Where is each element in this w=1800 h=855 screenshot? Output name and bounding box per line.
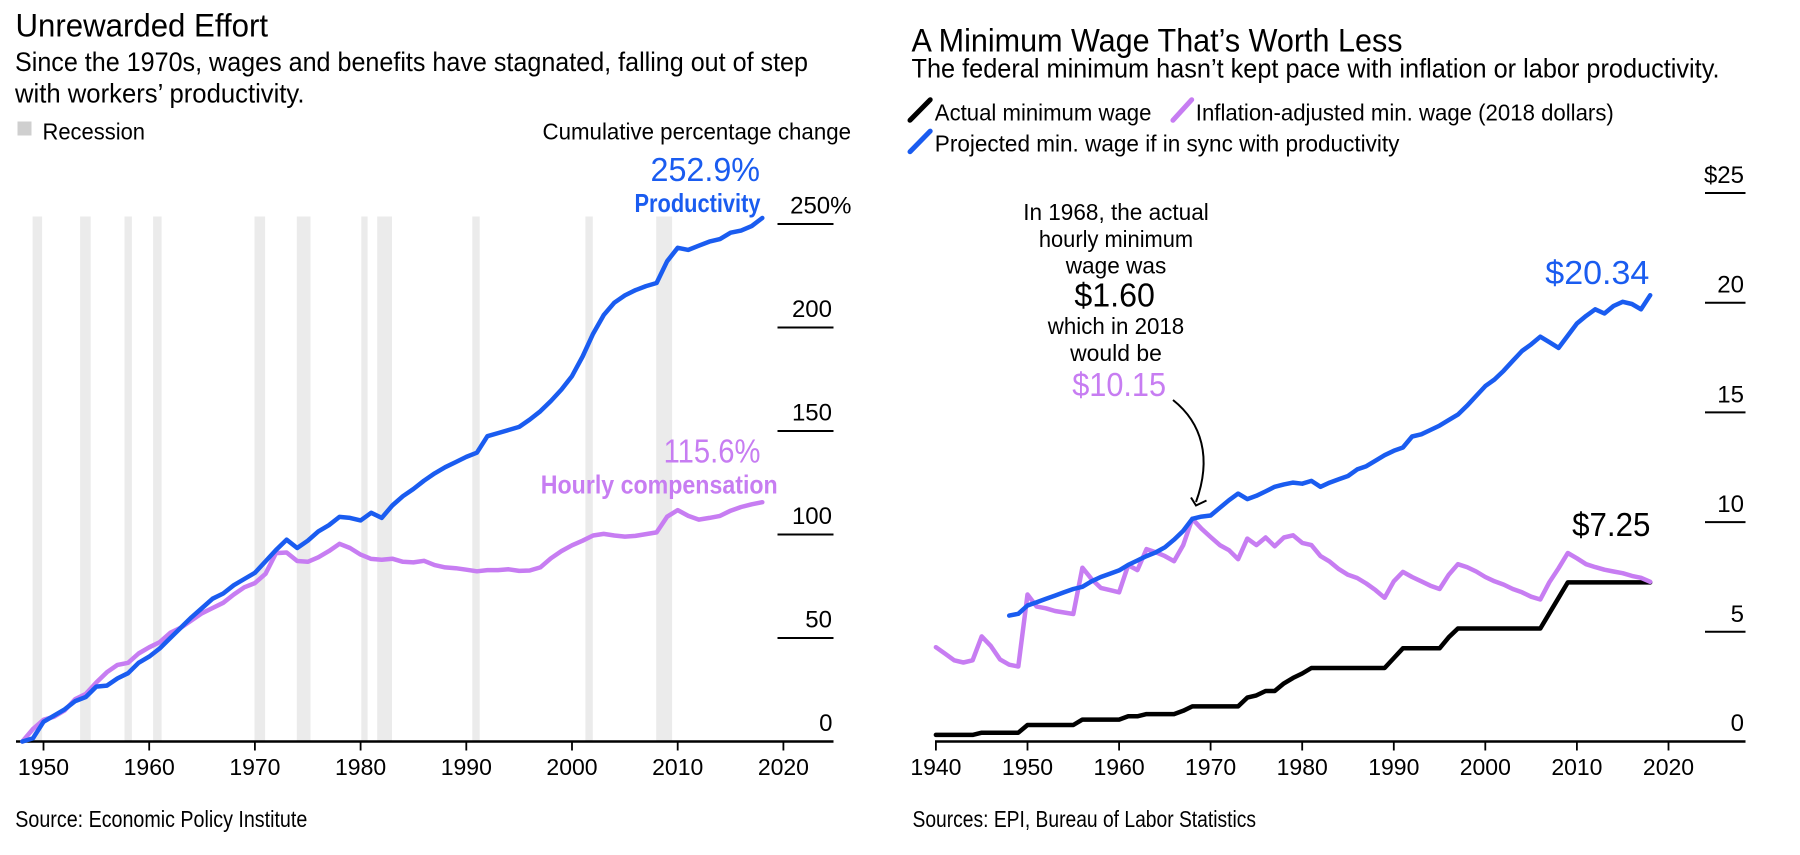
svg-text:1950: 1950 <box>1002 754 1053 780</box>
svg-text:1980: 1980 <box>1277 754 1328 780</box>
svg-text:A Minimum Wage That’s Worth Le: A Minimum Wage That’s Worth Less <box>912 23 1403 59</box>
svg-text:$10.15: $10.15 <box>1072 367 1166 404</box>
svg-text:Recession: Recession <box>43 118 146 144</box>
svg-text:$20.34: $20.34 <box>1545 255 1649 292</box>
svg-text:150: 150 <box>792 400 832 427</box>
svg-text:50: 50 <box>805 607 832 634</box>
svg-text:2020: 2020 <box>1643 754 1694 780</box>
svg-text:2000: 2000 <box>546 754 597 780</box>
svg-text:1960: 1960 <box>1094 754 1145 780</box>
svg-text:The federal minimum hasn’t kep: The federal minimum hasn’t kept pace wit… <box>912 54 1720 84</box>
svg-text:In 1968, the actual: In 1968, the actual <box>1023 199 1209 225</box>
svg-text:20: 20 <box>1717 272 1744 299</box>
svg-text:Since the 1970s, wages and ben: Since the 1970s, wages and benefits have… <box>15 47 808 77</box>
svg-text:1950: 1950 <box>18 754 69 780</box>
svg-text:Productivity: Productivity <box>635 188 761 218</box>
svg-text:1980: 1980 <box>335 754 386 780</box>
svg-text:hourly minimum: hourly minimum <box>1039 226 1193 252</box>
svg-text:Inflation-adjusted min. wage (: Inflation-adjusted min. wage (2018 dolla… <box>1196 99 1614 125</box>
svg-text:200: 200 <box>792 296 832 323</box>
svg-text:Hourly compensation: Hourly compensation <box>541 470 778 500</box>
svg-text:2010: 2010 <box>652 754 703 780</box>
svg-text:would be: would be <box>1069 340 1162 366</box>
svg-text:which in 2018: which in 2018 <box>1047 313 1184 339</box>
svg-text:Cumulative percentage change: Cumulative percentage change <box>543 118 852 144</box>
svg-text:$25: $25 <box>1704 162 1744 189</box>
svg-text:$1.60: $1.60 <box>1074 278 1155 315</box>
svg-text:with workers’ productivity.: with workers’ productivity. <box>14 79 304 109</box>
svg-text:wage was: wage was <box>1065 253 1167 279</box>
svg-text:1960: 1960 <box>124 754 175 780</box>
svg-text:252.9%: 252.9% <box>651 152 761 189</box>
svg-text:2020: 2020 <box>758 754 809 780</box>
svg-text:0: 0 <box>1731 710 1744 737</box>
svg-text:1940: 1940 <box>910 754 961 780</box>
svg-text:0: 0 <box>819 710 832 737</box>
svg-text:5: 5 <box>1731 601 1744 628</box>
svg-text:2010: 2010 <box>1551 754 1602 780</box>
svg-text:115.6%: 115.6% <box>664 434 761 471</box>
svg-text:250%: 250% <box>790 193 851 220</box>
svg-text:1970: 1970 <box>229 754 280 780</box>
svg-text:Source: Economic Policy Instit: Source: Economic Policy Institute <box>15 806 307 832</box>
svg-text:Unrewarded Effort: Unrewarded Effort <box>16 7 269 43</box>
svg-text:Actual minimum wage: Actual minimum wage <box>935 99 1152 125</box>
svg-text:10: 10 <box>1717 491 1744 518</box>
svg-text:Sources: EPI, Bureau of Labor: Sources: EPI, Bureau of Labor Statistics <box>913 806 1257 832</box>
svg-text:1990: 1990 <box>1368 754 1419 780</box>
svg-text:1990: 1990 <box>441 754 492 780</box>
svg-text:2000: 2000 <box>1460 754 1511 780</box>
svg-text:Projected min. wage if in sync: Projected min. wage if in sync with prod… <box>935 131 1400 157</box>
svg-text:100: 100 <box>792 503 832 530</box>
svg-text:$7.25: $7.25 <box>1572 507 1650 544</box>
svg-text:15: 15 <box>1717 381 1744 408</box>
svg-text:1970: 1970 <box>1185 754 1236 780</box>
